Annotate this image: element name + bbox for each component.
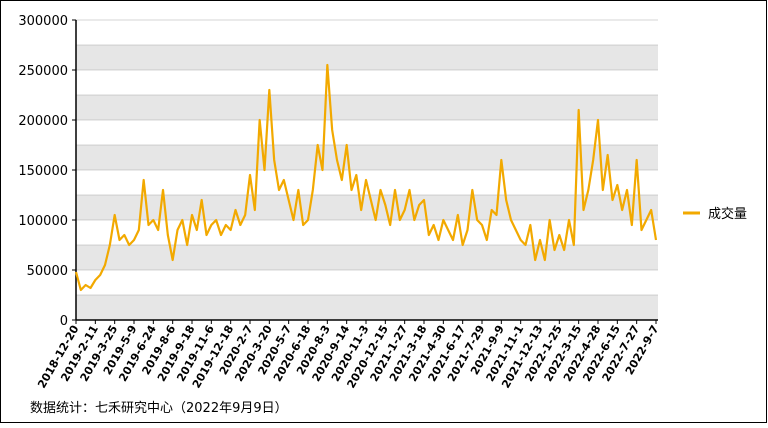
grid-band	[76, 95, 658, 120]
grid-band	[76, 295, 658, 320]
y-tick-label: 200000	[18, 114, 68, 129]
y-tick-label: 0	[60, 314, 68, 329]
data-line	[74, 63, 658, 292]
y-tick-label: 250000	[18, 64, 68, 79]
y-tick-label: 150000	[18, 164, 68, 179]
legend-label: 成交量	[708, 206, 747, 222]
y-tick-label: 300000	[18, 14, 68, 29]
source-note: 数据统计：七禾研究中心（2022年9月9日）	[30, 401, 288, 416]
y-tick-label: 100000	[18, 214, 68, 229]
grid-band	[76, 45, 658, 70]
grid-band	[76, 245, 658, 270]
grid-band	[76, 145, 658, 170]
y-tick-label: 50000	[27, 264, 68, 279]
grid-band	[76, 195, 658, 220]
